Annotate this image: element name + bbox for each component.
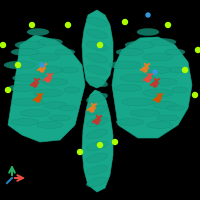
Ellipse shape [169,67,187,73]
Ellipse shape [86,165,108,175]
Circle shape [16,62,21,68]
Ellipse shape [12,74,48,82]
Ellipse shape [130,110,160,116]
Circle shape [143,68,147,72]
Ellipse shape [116,118,144,126]
Ellipse shape [157,115,179,121]
Ellipse shape [61,67,79,73]
Ellipse shape [42,78,68,86]
Circle shape [146,78,150,82]
Ellipse shape [27,28,49,36]
Ellipse shape [147,121,173,129]
Ellipse shape [144,66,172,73]
Circle shape [153,83,157,87]
Ellipse shape [38,38,62,46]
Circle shape [0,43,6,47]
Ellipse shape [86,153,108,163]
Ellipse shape [86,105,108,115]
Circle shape [40,63,44,67]
Ellipse shape [86,93,108,103]
Ellipse shape [55,49,75,55]
Circle shape [146,13,150,17]
Circle shape [66,22,70,27]
Circle shape [196,47,200,52]
Ellipse shape [86,141,108,151]
Ellipse shape [172,87,188,93]
Ellipse shape [86,77,108,87]
Ellipse shape [11,48,39,55]
Ellipse shape [137,28,159,36]
Ellipse shape [11,118,39,126]
Circle shape [90,108,94,112]
Ellipse shape [20,110,50,116]
Circle shape [6,88,10,92]
Ellipse shape [64,87,80,93]
Ellipse shape [86,17,108,27]
Circle shape [156,98,160,102]
Circle shape [40,68,44,72]
Ellipse shape [150,38,176,46]
Circle shape [122,20,128,24]
Ellipse shape [15,41,45,49]
Polygon shape [112,37,192,138]
Ellipse shape [12,98,44,106]
Ellipse shape [153,78,178,86]
Ellipse shape [86,29,108,39]
Polygon shape [8,35,85,142]
Circle shape [78,150,83,154]
Ellipse shape [86,65,108,75]
Ellipse shape [86,53,108,63]
Ellipse shape [122,98,154,106]
Ellipse shape [43,102,67,108]
Ellipse shape [143,53,173,61]
Ellipse shape [8,84,36,92]
Circle shape [33,83,37,87]
Circle shape [46,78,50,82]
Ellipse shape [114,84,142,92]
Circle shape [30,22,35,27]
Ellipse shape [165,49,185,55]
Ellipse shape [86,117,108,127]
Ellipse shape [109,61,141,69]
Circle shape [98,142,102,148]
Ellipse shape [167,105,185,111]
Ellipse shape [36,66,64,73]
Circle shape [166,22,170,27]
Circle shape [36,98,40,102]
Circle shape [153,70,157,74]
Circle shape [182,68,188,72]
Ellipse shape [120,74,156,82]
Ellipse shape [4,61,36,69]
Ellipse shape [125,41,155,49]
Ellipse shape [33,89,63,97]
Ellipse shape [86,41,108,51]
Ellipse shape [49,115,71,121]
Ellipse shape [116,48,144,55]
Polygon shape [82,10,113,88]
Circle shape [98,43,102,47]
Circle shape [192,92,198,98]
Ellipse shape [153,102,177,108]
Ellipse shape [37,121,63,129]
Ellipse shape [86,177,108,187]
Ellipse shape [30,53,60,61]
Polygon shape [82,90,113,192]
Ellipse shape [86,129,108,139]
Ellipse shape [143,89,173,97]
Circle shape [112,140,118,144]
Circle shape [95,120,99,124]
Ellipse shape [59,105,77,111]
